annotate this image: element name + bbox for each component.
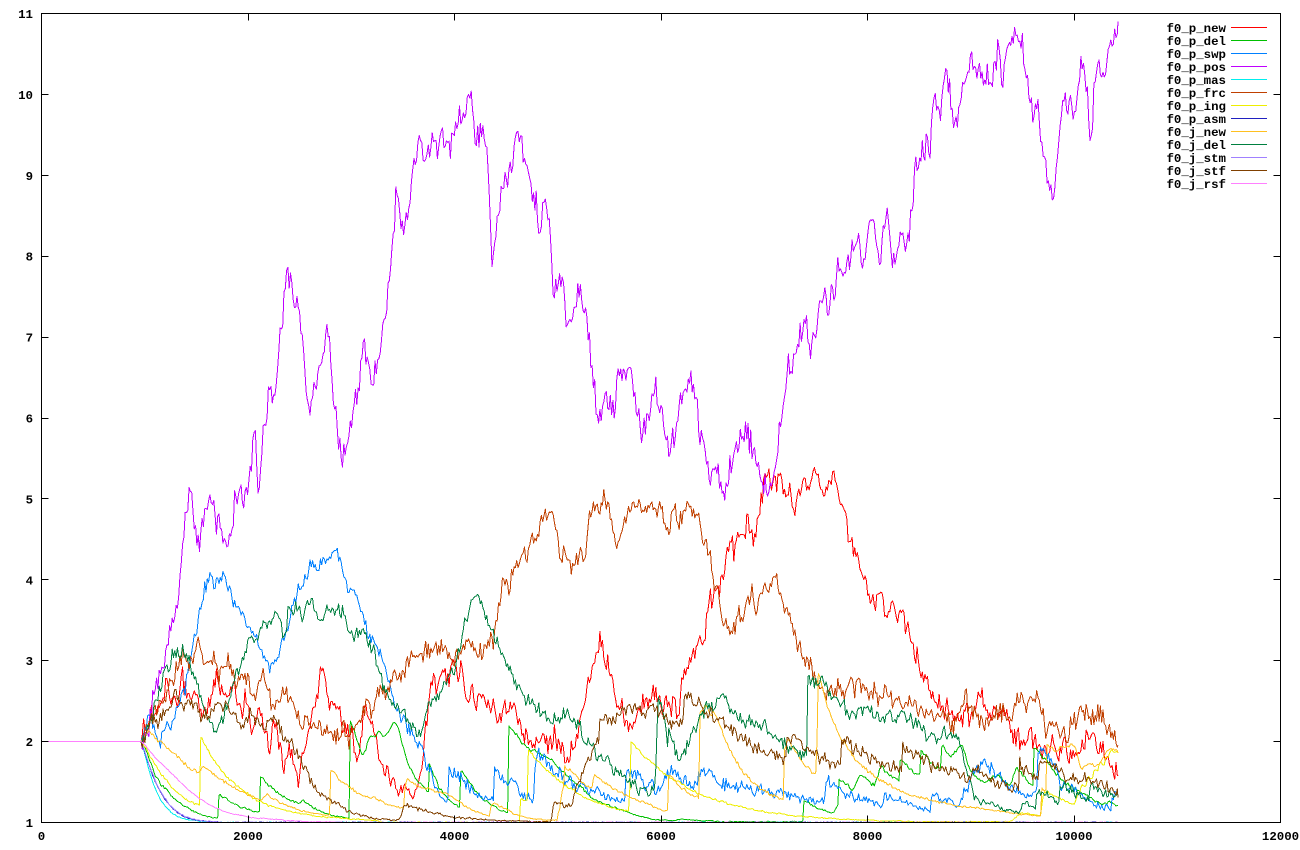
svg-text:6000: 6000	[646, 830, 676, 844]
svg-text:f0_p_del: f0_p_del	[1167, 35, 1227, 49]
svg-text:f0_j_del: f0_j_del	[1167, 139, 1227, 153]
svg-text:3: 3	[26, 655, 33, 669]
svg-text:7: 7	[26, 332, 33, 346]
svg-text:f0_j_stf: f0_j_stf	[1167, 165, 1227, 179]
svg-text:f0_p_pos: f0_p_pos	[1167, 61, 1227, 75]
svg-text:10: 10	[18, 89, 33, 103]
svg-text:12000: 12000	[1262, 830, 1299, 844]
svg-text:f0_j_stm: f0_j_stm	[1167, 152, 1227, 166]
svg-text:f0_j_rsf: f0_j_rsf	[1167, 178, 1227, 192]
svg-text:f0_p_frc: f0_p_frc	[1167, 87, 1227, 101]
svg-text:8: 8	[26, 251, 33, 265]
svg-text:5: 5	[26, 493, 33, 507]
svg-text:2: 2	[26, 736, 33, 750]
svg-text:4: 4	[26, 574, 34, 588]
svg-text:f0_p_swp: f0_p_swp	[1167, 48, 1227, 62]
svg-text:4000: 4000	[440, 830, 470, 844]
svg-text:10000: 10000	[1055, 830, 1092, 844]
svg-text:8000: 8000	[853, 830, 883, 844]
svg-text:0: 0	[38, 830, 45, 844]
svg-text:f0_p_asm: f0_p_asm	[1167, 113, 1227, 127]
svg-text:11: 11	[18, 8, 33, 22]
svg-text:f0_j_new: f0_j_new	[1167, 126, 1227, 140]
svg-text:f0_p_ing: f0_p_ing	[1167, 100, 1227, 114]
svg-text:f0_p_mas: f0_p_mas	[1167, 74, 1227, 88]
svg-text:f0_p_new: f0_p_new	[1167, 22, 1227, 36]
svg-text:6: 6	[26, 413, 33, 427]
svg-text:9: 9	[26, 170, 33, 184]
svg-text:2000: 2000	[233, 830, 263, 844]
svg-text:1: 1	[26, 817, 33, 831]
